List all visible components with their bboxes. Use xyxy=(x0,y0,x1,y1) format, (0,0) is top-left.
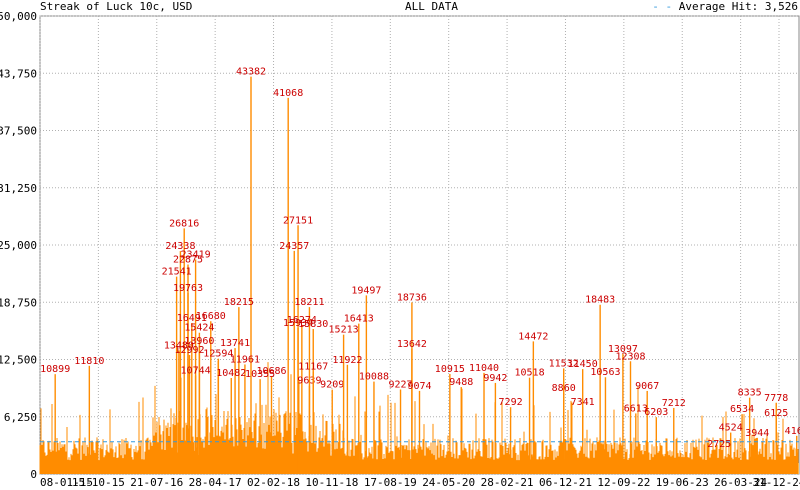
peak-label: 26816 xyxy=(169,218,199,229)
peak-label: 9942 xyxy=(483,373,507,384)
peak-label: 7212 xyxy=(662,398,686,409)
peak-label: 7341 xyxy=(571,397,595,408)
peak-label: 10355 xyxy=(245,369,275,380)
x-tick-label: 31-12-24 xyxy=(753,476,800,489)
peak-label: 13960 xyxy=(184,336,214,347)
peak-label: 13097 xyxy=(608,344,638,355)
peak-label: 11040 xyxy=(469,363,499,374)
peak-label: 18211 xyxy=(294,297,324,308)
peak-label: 9639 xyxy=(297,376,321,387)
peak-label: 13642 xyxy=(397,339,427,350)
peak-label: 16680 xyxy=(196,311,226,322)
peak-label: 12992 xyxy=(174,345,204,356)
peak-label: 11810 xyxy=(74,356,104,367)
peak-label: 10518 xyxy=(515,368,545,379)
peak-label: 9209 xyxy=(320,380,344,391)
peak-label: 11450 xyxy=(568,359,598,370)
peak-label: 16413 xyxy=(344,314,374,325)
peak-label: 18736 xyxy=(397,292,427,303)
y-tick-label: 6,250 xyxy=(4,411,37,424)
peak-label: 16274 xyxy=(287,315,317,326)
chart-title: Streak of Luck 10c, USD xyxy=(40,0,193,13)
peak-label: 7292 xyxy=(499,397,523,408)
peak-label: 9488 xyxy=(449,377,473,388)
legend-average-hit: - - Average Hit: 3,526 xyxy=(652,0,798,13)
peak-label: 12594 xyxy=(203,349,233,360)
peak-label: 13741 xyxy=(220,338,250,349)
peak-label: 10088 xyxy=(359,372,389,383)
peak-label: 10915 xyxy=(435,364,465,375)
peak-label: 10563 xyxy=(590,367,620,378)
peak-label: 10744 xyxy=(181,366,211,377)
y-tick-label: 37,500 xyxy=(0,125,37,138)
peak-label: 24338 xyxy=(165,241,195,252)
peak-label: 3944 xyxy=(745,428,769,439)
peak-label: 4524 xyxy=(719,423,743,434)
x-tick-label: 12-09-22 xyxy=(597,476,650,489)
chart-subtitle: ALL DATA xyxy=(405,0,458,13)
peak-label: 22875 xyxy=(173,254,203,265)
peak-label: 11532 xyxy=(549,358,579,369)
peak-label: 41068 xyxy=(273,88,303,99)
x-tick-label: 02-02-18 xyxy=(247,476,300,489)
x-tick-label: 19-06-23 xyxy=(656,476,709,489)
x-tick-label: 24-05-20 xyxy=(422,476,475,489)
peak-label: 43382 xyxy=(236,67,266,78)
y-tick-label: 50,000 xyxy=(0,10,37,23)
average-line-swatch: - - xyxy=(652,0,679,13)
legend-average-label: Average Hit: 3,526 xyxy=(678,0,798,13)
peak-label: 6125 xyxy=(764,408,788,419)
peak-label: 15934 xyxy=(283,318,313,329)
x-tick-label: 21-07-16 xyxy=(130,476,183,489)
peak-label: 18483 xyxy=(585,295,615,306)
peak-label: 15424 xyxy=(184,323,214,334)
peak-label: 10686 xyxy=(256,366,286,377)
y-tick-label: 25,000 xyxy=(0,239,37,252)
x-tick-label: 15-10-15 xyxy=(72,476,125,489)
peak-label: 9074 xyxy=(407,381,431,392)
peak-label: 10899 xyxy=(40,364,70,375)
y-tick-label: 31,250 xyxy=(0,182,37,195)
peak-label: 12308 xyxy=(615,351,645,362)
peak-label: 4168 xyxy=(785,426,800,437)
peak-label: 6534 xyxy=(730,404,754,415)
x-tick-label: 08-01-15 xyxy=(40,476,93,489)
peak-label: 16491 xyxy=(177,313,207,324)
x-tick-label: 28-04-17 xyxy=(189,476,242,489)
peak-label: 11922 xyxy=(332,355,362,366)
peak-label: 13480 xyxy=(164,341,194,352)
peak-label: 9227 xyxy=(388,379,412,390)
peak-label: 8860 xyxy=(552,383,576,394)
peak-label: 19763 xyxy=(173,283,203,294)
x-tick-label: 17-08-19 xyxy=(364,476,417,489)
peak-label: 6203 xyxy=(644,407,668,418)
peak-label: 2725 xyxy=(707,439,731,450)
y-tick-label: 12,500 xyxy=(0,354,37,367)
x-tick-label: 26-03-24 xyxy=(714,476,767,489)
y-tick-label: 0 xyxy=(30,468,37,481)
peak-label: 19497 xyxy=(351,285,381,296)
y-tick-label: 43,750 xyxy=(0,67,37,80)
x-tick-label: 10-11-18 xyxy=(305,476,358,489)
peak-label: 10482 xyxy=(216,368,246,379)
peak-label: 15830 xyxy=(298,319,328,330)
peak-label: 23419 xyxy=(181,249,211,260)
peak-label: 14472 xyxy=(518,331,548,342)
peak-label: 11167 xyxy=(298,362,328,373)
peak-label: 11961 xyxy=(230,354,260,365)
peak-label: 6613 xyxy=(624,403,648,414)
peak-label: 24357 xyxy=(279,241,309,252)
peak-label: 7778 xyxy=(764,393,788,404)
peak-label: 9067 xyxy=(635,381,659,392)
y-tick-label: 18,750 xyxy=(0,296,37,309)
x-tick-label: 28-02-21 xyxy=(481,476,534,489)
peak-label: 15213 xyxy=(329,325,359,336)
peak-label: 21541 xyxy=(162,267,192,278)
x-tick-label: 06-12-21 xyxy=(539,476,592,489)
peak-label: 18215 xyxy=(224,297,254,308)
peak-label: 8335 xyxy=(738,388,762,399)
peak-label: 27151 xyxy=(283,215,313,226)
